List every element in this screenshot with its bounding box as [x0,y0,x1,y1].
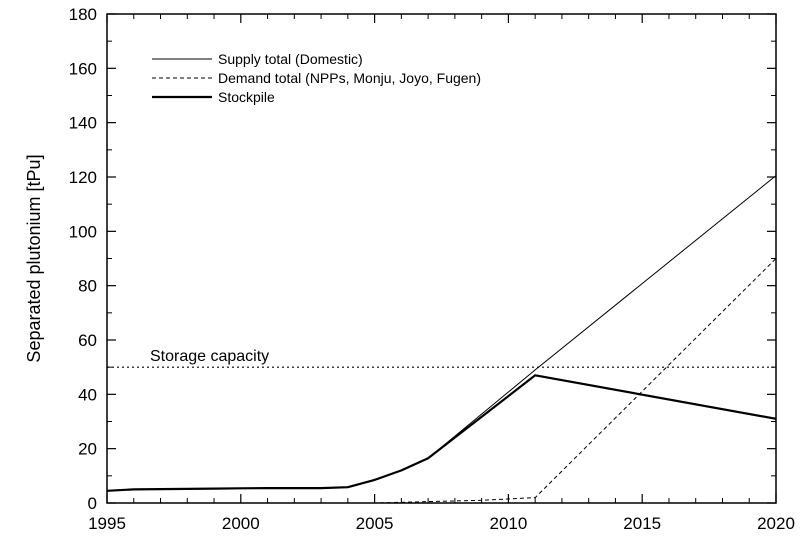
y-tick-label: 160 [69,59,97,78]
tick-labels: 0 20 40 60 80 100 120 140 160 180 1995 2000 2005 2010… [69,5,795,533]
x-tick-label: 2010 [489,514,527,533]
y-tick-label: 20 [78,440,97,459]
legend-label: Demand total (NPPs, Monju, Joyo, Fugen) [218,70,481,86]
stockpile-line [106,374,777,492]
x-tick-label: 1995 [88,514,126,533]
supply-total-line [106,175,777,492]
x-tick-label: 2015 [623,514,661,533]
y-tick-label: 0 [88,494,97,513]
legend-label: Stockpile [218,89,275,105]
x-tick-label: 2020 [757,514,795,533]
series-lines [106,175,777,504]
y-tick-label: 180 [69,5,97,24]
axis-ticks [106,13,777,504]
demand-total-line [107,258,777,504]
y-axis-title: Separated plutonium [tPu] [24,154,44,362]
plot-area-frame [106,13,777,504]
y-tick-label: 40 [78,385,97,404]
annotations: Storage capacity [107,348,776,368]
y-tick-label: 120 [69,168,97,187]
legend: Supply total (Domestic) Demand total (NPP… [152,51,481,105]
x-tick-label: 2000 [222,514,260,533]
y-tick-label: 100 [69,222,97,241]
x-tick-label: 2005 [356,514,394,533]
y-tick-label: 60 [78,331,97,350]
legend-label: Supply total (Domestic) [218,51,363,67]
y-tick-label: 140 [69,114,97,133]
storage-capacity-label: Storage capacity [150,348,269,365]
y-tick-label: 80 [78,277,97,296]
